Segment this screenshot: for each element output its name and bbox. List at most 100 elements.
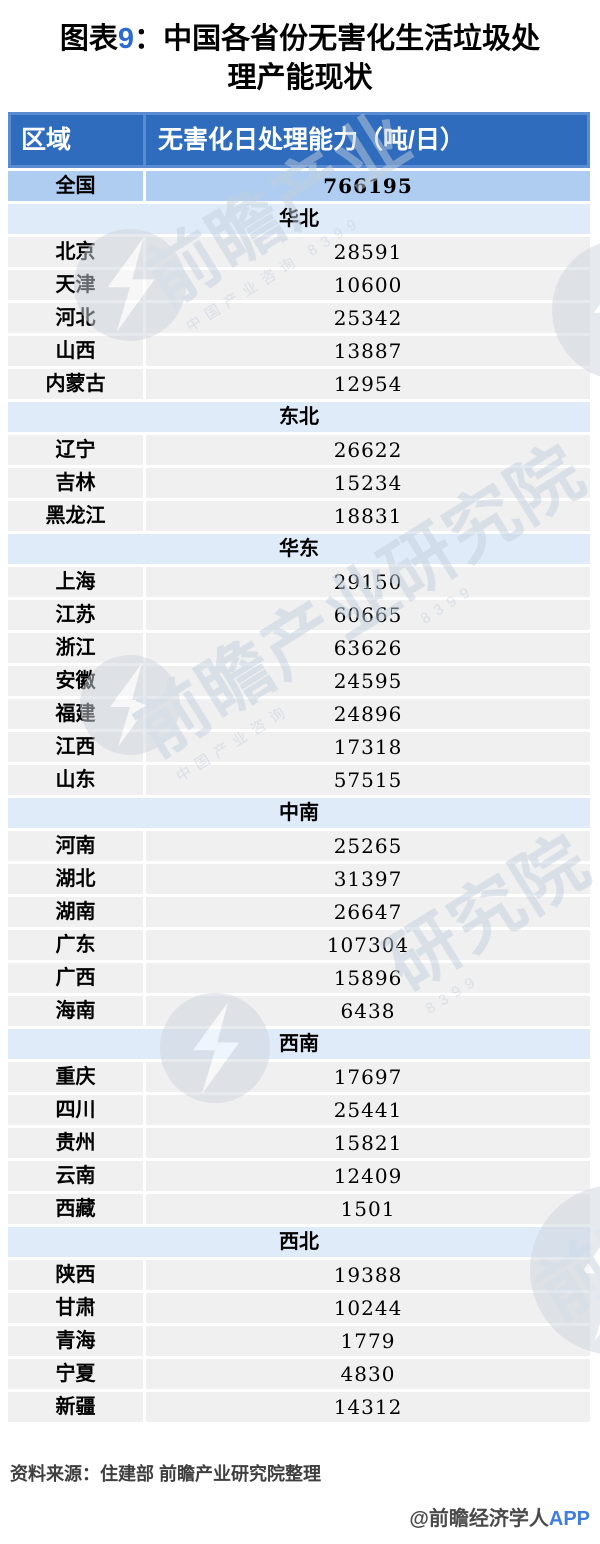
province-value: 13887 xyxy=(146,336,590,366)
province-label: 陕西 xyxy=(8,1260,143,1290)
province-value: 25441 xyxy=(146,1095,590,1125)
table-row: 陕西 19388 xyxy=(8,1260,590,1290)
province-label: 甘肃 xyxy=(8,1293,143,1323)
table-row: 福建 24896 xyxy=(8,699,590,729)
national-label: 全国 xyxy=(8,171,143,201)
province-value: 15234 xyxy=(146,468,590,498)
province-value: 1501 xyxy=(146,1194,590,1224)
province-label: 四川 xyxy=(8,1095,143,1125)
province-value: 12954 xyxy=(146,369,590,399)
province-label: 青海 xyxy=(8,1326,143,1356)
region-band: 中南 xyxy=(8,798,590,828)
table-row: 黑龙江 18831 xyxy=(8,501,590,531)
province-value: 4830 xyxy=(146,1359,590,1389)
province-label: 内蒙古 xyxy=(8,369,143,399)
table-body: 华北 北京 28591 天津 10600 河北 25342 山西 13887 内蒙古 12954 东北… xyxy=(8,204,590,1422)
province-label: 上海 xyxy=(8,567,143,597)
province-value: 63626 xyxy=(146,633,590,663)
province-label: 山东 xyxy=(8,765,143,795)
table-row: 安徽 24595 xyxy=(8,666,590,696)
table-row: 天津 10600 xyxy=(8,270,590,300)
province-value: 17697 xyxy=(146,1062,590,1092)
province-label: 广西 xyxy=(8,963,143,993)
province-value: 15821 xyxy=(146,1128,590,1158)
province-label: 新疆 xyxy=(8,1392,143,1422)
province-label: 江苏 xyxy=(8,600,143,630)
title-prefix: 图表 xyxy=(59,23,118,55)
province-label: 天津 xyxy=(8,270,143,300)
province-label: 吉林 xyxy=(8,468,143,498)
province-value: 10600 xyxy=(146,270,590,300)
province-value: 18831 xyxy=(146,501,590,531)
province-value: 28591 xyxy=(146,237,590,267)
province-value: 6438 xyxy=(146,996,590,1026)
table-row: 湖南 26647 xyxy=(8,897,590,927)
table-row: 内蒙古 12954 xyxy=(8,369,590,399)
province-label: 贵州 xyxy=(8,1128,143,1158)
province-label: 云南 xyxy=(8,1161,143,1191)
table-row: 重庆 17697 xyxy=(8,1062,590,1092)
table-row: 云南 12409 xyxy=(8,1161,590,1191)
table-row: 吉林 15234 xyxy=(8,468,590,498)
national-value: 766195 xyxy=(146,171,590,201)
province-label: 安徽 xyxy=(8,666,143,696)
province-label: 西藏 xyxy=(8,1194,143,1224)
region-band: 西北 xyxy=(8,1227,590,1257)
table-row: 西藏 1501 xyxy=(8,1194,590,1224)
province-label: 宁夏 xyxy=(8,1359,143,1389)
province-value: 1779 xyxy=(146,1326,590,1356)
province-value: 31397 xyxy=(146,864,590,894)
province-label: 山西 xyxy=(8,336,143,366)
province-label: 北京 xyxy=(8,237,143,267)
province-value: 107304 xyxy=(146,930,590,960)
column-header-capacity: 无害化日处理能力（吨/日） xyxy=(146,115,587,165)
table-row: 新疆 14312 xyxy=(8,1392,590,1422)
table-header-row: 区域 无害化日处理能力（吨/日） xyxy=(8,112,590,168)
province-value: 15896 xyxy=(146,963,590,993)
province-value: 25265 xyxy=(146,831,590,861)
province-value: 57515 xyxy=(146,765,590,795)
table-row: 浙江 63626 xyxy=(8,633,590,663)
province-label: 河北 xyxy=(8,303,143,333)
province-label: 湖北 xyxy=(8,864,143,894)
province-label: 海南 xyxy=(8,996,143,1026)
province-label: 辽宁 xyxy=(8,435,143,465)
province-value: 19388 xyxy=(146,1260,590,1290)
table-row: 北京 28591 xyxy=(8,237,590,267)
region-band: 西南 xyxy=(8,1029,590,1059)
region-band: 东北 xyxy=(8,402,590,432)
province-value: 10244 xyxy=(146,1293,590,1323)
table-row: 山西 13887 xyxy=(8,336,590,366)
title-main: 中国各省份无害化生活垃圾处理产能现状 xyxy=(163,23,541,94)
table-row: 河南 25265 xyxy=(8,831,590,861)
table-row: 广西 15896 xyxy=(8,963,590,993)
province-label: 重庆 xyxy=(8,1062,143,1092)
table-row: 湖北 31397 xyxy=(8,864,590,894)
province-value: 12409 xyxy=(146,1161,590,1191)
province-value: 29150 xyxy=(146,567,590,597)
province-value: 14312 xyxy=(146,1392,590,1422)
title-colon: ： xyxy=(134,23,164,55)
province-label: 河南 xyxy=(8,831,143,861)
table-row-national-total: 全国 766195 xyxy=(8,171,590,201)
province-value: 26622 xyxy=(146,435,590,465)
province-label: 广东 xyxy=(8,930,143,960)
table-row: 青海 1779 xyxy=(8,1326,590,1356)
table-row: 江苏 60665 xyxy=(8,600,590,630)
region-band: 华东 xyxy=(8,534,590,564)
province-label: 江西 xyxy=(8,732,143,762)
title-figure-number: 9 xyxy=(117,23,135,55)
table-row: 山东 57515 xyxy=(8,765,590,795)
province-label: 湖南 xyxy=(8,897,143,927)
table-row: 贵州 15821 xyxy=(8,1128,590,1158)
table-row: 上海 29150 xyxy=(8,567,590,597)
app-credit: @前瞻经济学人APP xyxy=(409,1502,590,1531)
province-value: 60665 xyxy=(146,600,590,630)
table-row: 四川 25441 xyxy=(8,1095,590,1125)
region-band: 华北 xyxy=(8,204,590,234)
table-row: 河北 25342 xyxy=(8,303,590,333)
table-row: 甘肃 10244 xyxy=(8,1293,590,1323)
province-value: 17318 xyxy=(146,732,590,762)
data-source-note: 资料来源：住建部 前瞻产业研究院整理 xyxy=(10,1464,321,1484)
table-row: 辽宁 26622 xyxy=(8,435,590,465)
